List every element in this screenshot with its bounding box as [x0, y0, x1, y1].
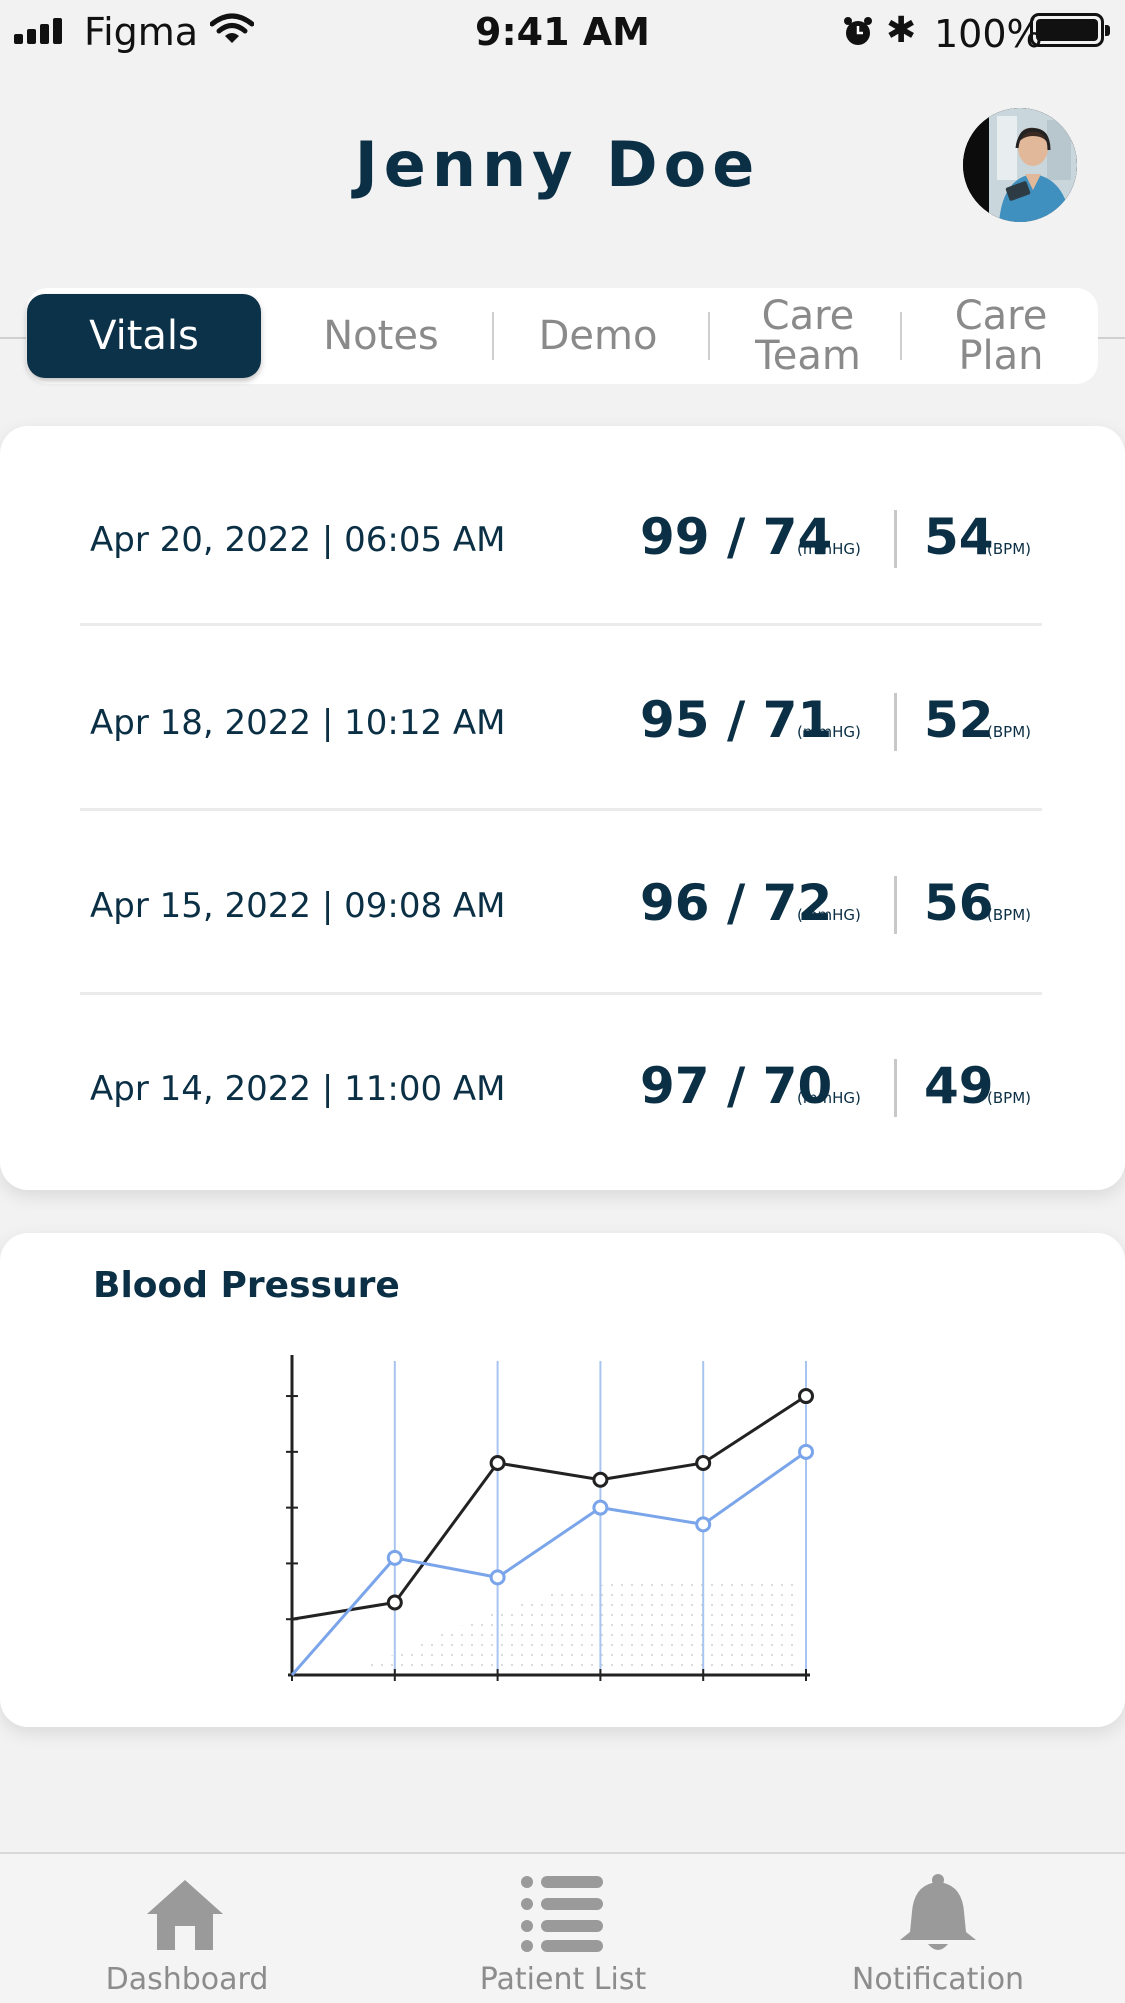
vital-datetime: Apr 20, 2022 | 06:05 AM: [90, 520, 506, 560]
heart-rate-value: 56: [924, 874, 994, 932]
list-icon: [521, 1876, 603, 1952]
heart-rate-unit: (BPM): [987, 1089, 1031, 1107]
nav-label: Dashboard: [105, 1962, 269, 1997]
chart-dot-fill: [350, 1578, 800, 1673]
chart-data-point: [695, 1455, 712, 1471]
blood-pressure-value: 97 / 70: [640, 1057, 833, 1115]
tab-vitals[interactable]: Vitals: [27, 294, 261, 378]
chart-data-point: [798, 1443, 814, 1460]
vital-row[interactable]: Apr 20, 2022 | 06:05 AM 99 / 74 (mmHG) 5…: [0, 470, 1125, 610]
vitals-card: Apr 20, 2022 | 06:05 AM 99 / 74 (mmHG) 5…: [0, 426, 1125, 1190]
row-divider: [80, 808, 1042, 811]
clock-time: 9:41 AM: [475, 10, 650, 54]
value-separator: [894, 693, 897, 751]
vital-row[interactable]: Apr 14, 2022 | 11:00 AM 97 / 70 (mmHG) 4…: [0, 1019, 1125, 1159]
home-icon: [147, 1880, 223, 1950]
nav-patient-list[interactable]: Patient List: [413, 1854, 713, 2003]
chart-data-point: [386, 1594, 403, 1611]
vital-row[interactable]: Apr 18, 2022 | 10:12 AM 95 / 71 (mmHG) 5…: [0, 653, 1125, 793]
battery-icon: [1030, 13, 1110, 47]
nav-label: Patient List: [479, 1962, 647, 1997]
vital-datetime: Apr 15, 2022 | 09:08 AM: [90, 886, 506, 926]
chart-series-line: [291, 1394, 807, 1621]
heart-rate-value: 52: [924, 691, 994, 749]
blood-pressure-unit: (mmHG): [797, 540, 861, 558]
patient-name: Jenny Doe: [354, 128, 761, 201]
tab-separator: [900, 312, 902, 360]
value-separator: [894, 1059, 897, 1117]
vital-datetime: Apr 18, 2022 | 10:12 AM: [90, 703, 506, 743]
heart-rate-unit: (BPM): [987, 723, 1031, 741]
blood-pressure-card: Blood Pressure: [0, 1233, 1125, 1727]
value-separator: [894, 876, 897, 934]
heart-rate-value: 54: [924, 508, 994, 566]
status-bar: Figma 9:41 AM ✱ 100%: [0, 0, 1125, 70]
tab-bar: Vitals Notes Demo Care Team Care Plan: [26, 288, 1098, 384]
heart-rate-unit: (BPM): [987, 906, 1031, 924]
value-separator: [894, 510, 897, 568]
chart-data-point: [592, 1471, 609, 1488]
bell-icon: [900, 1874, 976, 1950]
chart-data-point: [489, 1455, 506, 1471]
blood-pressure-unit: (mmHG): [797, 1089, 861, 1107]
tab-care-team[interactable]: Care Team: [755, 293, 861, 379]
blood-pressure-value: 95 / 71: [640, 691, 833, 749]
tab-separator: [492, 312, 494, 360]
chart-series-line: [290, 1450, 807, 1676]
carrier-name: Figma: [84, 10, 199, 54]
heart-rate-value: 49: [924, 1057, 994, 1115]
nav-label: Notification: [851, 1962, 1025, 1997]
tab-separator: [708, 312, 710, 360]
battery-percent: 100%: [934, 12, 1043, 56]
tab-demo[interactable]: Demo: [538, 313, 658, 359]
blood-pressure-chart: [286, 1355, 814, 1681]
row-divider: [80, 623, 1042, 626]
chart-data-point: [695, 1516, 712, 1533]
bluetooth-icon: ✱: [886, 10, 917, 51]
wifi-icon: [210, 13, 254, 43]
blood-pressure-value: 96 / 72: [640, 874, 833, 932]
chart-data-point: [386, 1549, 403, 1566]
chart-title: Blood Pressure: [93, 1265, 400, 1306]
row-divider: [80, 992, 1042, 995]
nurse-avatar-icon: [963, 108, 1077, 222]
blood-pressure-unit: (mmHG): [797, 723, 861, 741]
chart-data-point: [489, 1569, 506, 1586]
vital-row[interactable]: Apr 15, 2022 | 09:08 AM 96 / 72 (mmHG) 5…: [0, 836, 1125, 976]
cellular-signal-icon: [14, 18, 66, 44]
avatar[interactable]: [963, 108, 1077, 222]
alarm-icon: [844, 17, 872, 45]
chart-data-point: [798, 1388, 814, 1405]
heart-rate-unit: (BPM): [987, 540, 1031, 558]
vital-datetime: Apr 14, 2022 | 11:00 AM: [90, 1069, 506, 1109]
tab-notes[interactable]: Notes: [323, 313, 439, 359]
blood-pressure-unit: (mmHG): [797, 906, 861, 924]
chart-data-point: [592, 1499, 609, 1516]
tab-care-plan[interactable]: Care Plan: [954, 293, 1048, 379]
bottom-navigation: Dashboard Patient List Notification: [0, 1852, 1125, 2003]
nav-dashboard[interactable]: Dashboard: [37, 1854, 337, 2003]
blood-pressure-value: 99 / 74: [640, 508, 833, 566]
nav-notification[interactable]: Notification: [788, 1854, 1088, 2003]
